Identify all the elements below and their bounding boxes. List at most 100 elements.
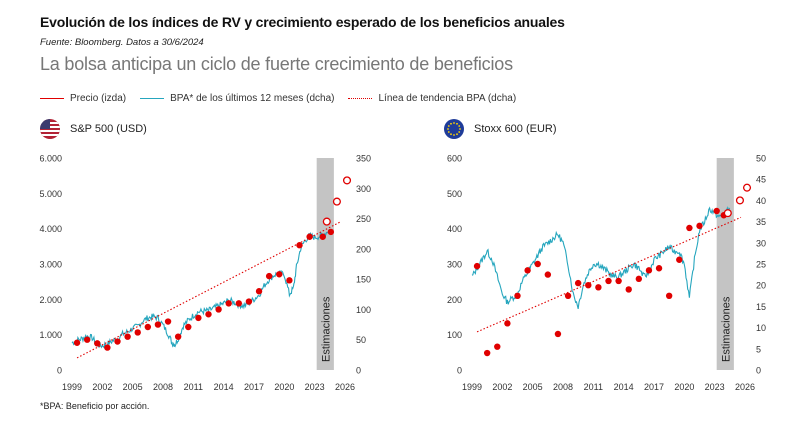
eps-annual-point-stoxx [696, 222, 703, 230]
eps-annual-point-sp500 [164, 318, 172, 325]
x-tick-sp500: 2020 [274, 382, 294, 392]
estimates-label-sp500: Estimaciones [320, 296, 332, 362]
y-right-tick-stoxx: 40 [756, 196, 766, 206]
eps-annual-point-stoxx [605, 277, 612, 285]
eps-annual-point-stoxx [635, 275, 643, 283]
eps-annual-point-stoxx [665, 292, 673, 299]
eps-annual-point-sp500 [73, 339, 81, 346]
eps-annual-point-sp500 [174, 333, 182, 340]
y-left-tick-sp500: 3.000 [39, 260, 62, 270]
x-tick-stoxx: 2005 [523, 382, 543, 392]
eu-flag-icon [444, 119, 464, 139]
eps-annual-point-stoxx [554, 330, 562, 338]
x-tick-stoxx: 2026 [735, 382, 755, 392]
x-tick-sp500: 2026 [335, 382, 355, 392]
chart-title-sp500: S&P 500 (USD) [70, 123, 147, 135]
eps-estimate-point-stoxx [735, 196, 744, 205]
eps-annual-point-sp500 [286, 277, 293, 284]
y-left-tick-sp500: 2.000 [39, 295, 62, 305]
legend-item-price: Precio (izda) [40, 93, 126, 104]
eps-annual-point-stoxx [534, 260, 541, 268]
x-tick-stoxx: 2020 [674, 382, 694, 392]
eps-annual-point-stoxx [574, 279, 582, 287]
eps-annual-point-sp500 [124, 333, 131, 340]
y-left-tick-stoxx: 600 [447, 154, 462, 164]
eps-annual-point-stoxx [483, 349, 491, 357]
y-right-tick-sp500: 250 [356, 214, 371, 224]
x-tick-sp500: 2008 [153, 382, 173, 392]
x-tick-sp500: 2011 [184, 382, 203, 392]
eps-annual-point-sp500 [94, 340, 101, 347]
eps-annual-point-sp500 [319, 233, 326, 240]
x-tick-stoxx: 2008 [553, 382, 573, 392]
eps-annual-point-sp500 [327, 228, 335, 236]
chart-header-stoxx: Stoxx 600 (EUR) [444, 119, 557, 139]
eps-annual-point-sp500 [276, 271, 283, 278]
eps-estimate-point-sp500 [342, 176, 352, 185]
x-tick-stoxx: 2023 [705, 382, 725, 392]
y-right-tick-stoxx: 20 [756, 281, 766, 291]
y-left-tick-sp500: 1.000 [39, 330, 62, 340]
legend-label-price: Precio (izda) [70, 93, 127, 104]
eps-annual-point-sp500 [205, 311, 212, 318]
estimates-shade-stoxx [716, 158, 734, 370]
eps-annual-point-stoxx [504, 320, 511, 327]
eps-estimate-point-stoxx [723, 209, 732, 218]
eps-annual-point-stoxx [655, 265, 663, 272]
eps-annual-point-sp500 [306, 233, 313, 240]
eps-annual-point-stoxx [625, 286, 632, 293]
source-note: Fuente: Bloomberg. Datos a 30/6/2024 [40, 37, 204, 48]
chart-title-stoxx: Stoxx 600 (EUR) [474, 123, 557, 135]
y-left-tick-stoxx: 100 [447, 330, 462, 340]
eps-line-sp500 [71, 229, 331, 349]
x-tick-stoxx: 2011 [584, 382, 603, 392]
eps-annual-point-sp500 [114, 338, 121, 345]
y-right-tick-sp500: 150 [356, 275, 371, 285]
y-left-tick-stoxx: 200 [447, 295, 462, 305]
report-title: Evolución de los índices de RV y crecimi… [40, 14, 565, 30]
y-left-tick-stoxx: 400 [447, 224, 462, 234]
eps-annual-point-sp500 [265, 272, 273, 280]
legend-item-eps: BPA* de los últimos 12 meses (dcha) [140, 93, 334, 104]
eps-annual-point-sp500 [296, 242, 303, 249]
eps-annual-point-stoxx [595, 284, 602, 291]
us-flag-icon [40, 119, 60, 139]
eps-annual-point-sp500 [245, 298, 253, 305]
x-tick-sp500: 2014 [214, 382, 234, 392]
y-right-tick-stoxx: 45 [756, 175, 766, 185]
eps-annual-point-sp500 [134, 329, 141, 336]
x-tick-sp500: 2023 [305, 382, 325, 392]
y-left-tick-sp500: 4.000 [39, 224, 62, 234]
eps-annual-point-stoxx [615, 277, 622, 285]
y-left-tick-sp500: 0 [57, 366, 62, 376]
eps-annual-point-stoxx [514, 292, 521, 299]
eps-annual-point-stoxx [720, 212, 727, 219]
y-right-tick-sp500: 50 [356, 335, 366, 345]
eps-annual-point-stoxx [686, 224, 693, 232]
y-right-tick-sp500: 200 [356, 244, 371, 254]
eps-annual-point-stoxx [544, 271, 552, 278]
y-right-tick-sp500: 300 [356, 184, 371, 194]
eps-annual-point-stoxx [494, 343, 501, 350]
eps-annual-point-sp500 [235, 300, 243, 307]
y-right-tick-stoxx: 15 [756, 302, 766, 312]
legend: Precio (izda) BPA* de los últimos 12 mes… [40, 93, 530, 104]
legend-swatch-price [40, 98, 64, 99]
x-tick-stoxx: 2014 [614, 382, 634, 392]
x-tick-sp500: 2017 [244, 382, 264, 392]
legend-item-trend: Línea de tendencia BPA (dcha) [348, 93, 516, 104]
x-tick-stoxx: 2002 [492, 382, 512, 392]
eps-estimate-point-sp500 [332, 197, 341, 206]
x-tick-sp500: 2002 [92, 382, 112, 392]
y-left-tick-sp500: 6.000 [39, 154, 62, 164]
y-left-tick-stoxx: 300 [447, 260, 462, 270]
eps-annual-point-sp500 [255, 288, 263, 295]
eps-annual-point-stoxx [676, 256, 683, 263]
x-tick-sp500: 2005 [123, 382, 143, 392]
y-left-tick-stoxx: 0 [457, 366, 462, 376]
legend-label-trend: Línea de tendencia BPA (dcha) [378, 93, 517, 104]
estimates-label-stoxx: Estimaciones [720, 296, 732, 362]
eps-annual-point-sp500 [154, 321, 162, 328]
y-right-tick-sp500: 100 [356, 305, 371, 315]
eps-annual-point-sp500 [185, 323, 192, 331]
